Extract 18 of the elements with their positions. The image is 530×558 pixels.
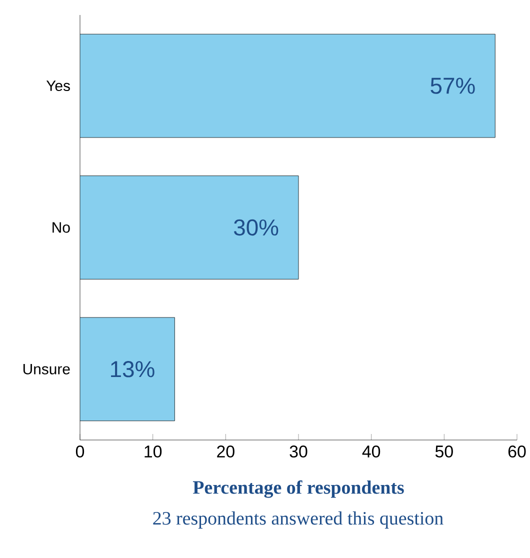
x-tick-label: 10: [144, 446, 162, 458]
x-tick-label: 20: [217, 446, 234, 458]
x-tick-label: 50: [435, 446, 453, 458]
data-label: 57%: [430, 78, 475, 94]
data-label: 13%: [111, 361, 154, 378]
bar: [80, 317, 175, 422]
y-tick-label: Yes: [46, 80, 70, 92]
x-tick-label: 0: [76, 446, 84, 458]
x-tick-label: 60: [508, 446, 526, 458]
text: 23 respondents answered this question: [153, 511, 444, 529]
x-tick-label: 40: [362, 446, 380, 458]
y-tick-label: No: [52, 222, 70, 233]
data-label: 30%: [234, 219, 278, 236]
bar: [80, 176, 299, 280]
x-axis-title: Percentage of respondents: [192, 480, 404, 498]
bar: [80, 34, 496, 138]
x-tick-label: 30: [290, 446, 308, 458]
y-tick-label: Unsure: [23, 364, 70, 374]
